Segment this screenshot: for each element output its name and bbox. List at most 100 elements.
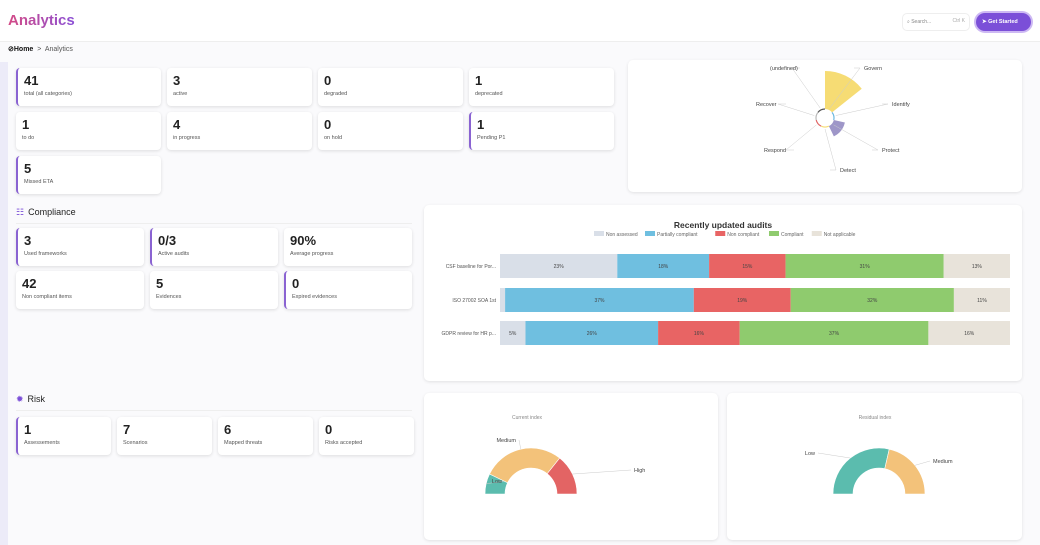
risk-card[interactable]: 6 Mapped threats [218,417,313,455]
legend-swatch[interactable] [645,231,655,236]
current-index-panel: Current index Low Medium High [424,393,718,540]
status-card[interactable]: 1 to do [16,112,161,150]
status-card[interactable]: 3 active [167,68,312,106]
risk-card[interactable]: 1 Assessements [16,417,111,455]
card-label: Scenarios [123,440,148,446]
bar-data-label: 11% [977,298,987,304]
risk-title: Risk [27,394,46,404]
polar-label: Protect [882,148,900,154]
legend-swatch[interactable] [594,231,604,236]
polar-sector[interactable] [815,119,822,127]
card-value: 0/3 [158,233,177,248]
status-card[interactable]: 5 Missed ETA [16,156,161,194]
legend-swatch[interactable] [715,231,726,236]
polar-sector[interactable] [817,108,826,113]
virus-icon: ✹ [16,394,24,404]
bar-segment[interactable] [943,254,1010,278]
rocket-icon: ➤ [982,19,989,25]
get-started-button[interactable]: ➤ Get Started [976,13,1031,31]
card-label: on hold [324,135,343,141]
chart-title: Recently updated audits [674,220,773,230]
bar-category-label: GDPR review for HR p... [442,331,496,337]
bar-segment[interactable] [739,321,929,345]
pie-slice[interactable] [832,447,890,495]
status-card[interactable]: 1 Pending P1 [469,112,614,150]
compliance-card[interactable]: 0 Expired evidences [284,271,412,309]
legend-swatch[interactable] [811,231,822,236]
card-label: Risks accepted [325,440,363,446]
bar-segment[interactable] [500,288,506,312]
pie-slice[interactable] [884,448,926,495]
status-card[interactable]: 0 degraded [318,68,463,106]
bar-segment[interactable] [617,254,710,278]
polar-sector[interactable] [828,120,845,137]
pie-slice[interactable] [546,457,578,495]
breadcrumb-home-label: Home [13,46,34,53]
legend-label[interactable]: Non compliant [727,232,760,238]
card-label: Evidences [156,294,182,300]
legend-label[interactable]: Not applicable [824,232,856,238]
legend-label[interactable]: Partially compliant [657,232,698,238]
bar-data-label: 13% [972,264,983,270]
legend-label[interactable]: Compliant [781,232,804,238]
card-label: Used frameworks [24,251,67,257]
card-value: 0 [324,73,332,88]
compliance-title: Compliance [28,207,76,217]
search-icon: ⌕ [907,19,912,25]
bar-segment[interactable] [500,254,618,278]
polar-sector[interactable] [820,125,830,128]
card-value: 1 [22,117,30,132]
pie-slice[interactable] [489,447,561,484]
compliance-card[interactable]: 3 Used frameworks [16,228,144,266]
compliance-card[interactable]: 0/3 Active audits [150,228,278,266]
card-value: 3 [24,233,32,248]
checklist-icon: ☷ [16,207,25,217]
legend-swatch[interactable] [769,231,779,236]
polar-leader-line [777,103,815,116]
top-bar: Analytics ⌕ Search... Ctrl K ➤ Get Starte… [0,0,1040,42]
risk-card[interactable]: 7 Scenarios [117,417,212,455]
bar-segment[interactable] [525,321,659,345]
chart-title: Residual index [859,415,892,421]
bar-category-label: CSF baseline for Por... [446,264,496,270]
search-placeholder: Search... [911,19,932,25]
card-label: Missed ETA [24,179,54,185]
breadcrumb-home[interactable]: ⊘Home [8,46,33,53]
bar-segment[interactable] [953,288,1010,312]
status-card[interactable]: 41 total (all categories) [16,68,161,106]
card-value: 7 [123,422,131,437]
bar-data-label: 31% [860,264,871,270]
bar-segment[interactable] [709,254,786,278]
bar-data-label: 37% [594,298,605,304]
bar-segment[interactable] [658,321,740,345]
bar-segment[interactable] [505,288,694,312]
polar-leader-line [829,67,861,109]
card-label: Expired evidences [292,294,337,300]
bar-segment[interactable] [790,288,954,312]
polar-sector[interactable] [825,71,862,113]
bar-segment[interactable] [928,321,1010,345]
residual-index-panel: Residual index Low Medium [727,393,1022,540]
pie-leader-line [486,480,506,485]
breadcrumb: ⊘Home > Analytics [8,45,73,53]
status-card[interactable]: 4 in progress [167,112,312,150]
compliance-card[interactable]: 90% Average progress [284,228,412,266]
card-value: 3 [173,73,181,88]
card-value: 42 [22,276,37,291]
pie-label: High [634,468,645,474]
bar-segment[interactable] [500,321,526,345]
page-title: Analytics [8,12,75,29]
legend-label[interactable]: Non assessed [606,232,638,238]
search-input[interactable]: ⌕ Search... Ctrl K [902,13,970,31]
bar-segment[interactable] [693,288,791,312]
compliance-card[interactable]: 42 Non compliant items [16,271,144,309]
compliance-card[interactable]: 5 Evidences [150,271,278,309]
polar-label: (undefined) [770,66,798,72]
polar-sector[interactable] [815,112,819,121]
risk-card[interactable]: 0 Risks accepted [319,417,414,455]
polar-sector[interactable] [831,112,835,121]
status-card[interactable]: 0 on hold [318,112,463,150]
card-value: 1 [477,117,485,132]
bar-segment[interactable] [785,254,944,278]
status-card[interactable]: 1 deprecated [469,68,614,106]
